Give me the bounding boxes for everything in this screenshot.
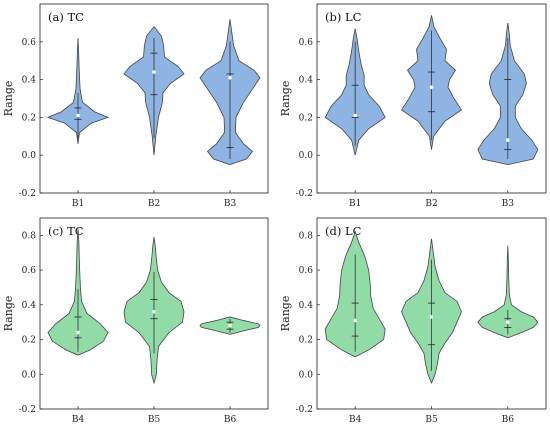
panel-2: -0.2 0.0 0.2 0.4 0.6 Range (b) LC B1 B2 B3 [279, 3, 547, 209]
y-tick-label: -0.2 [19, 189, 36, 199]
y-tick-label: 0.2 [22, 336, 36, 346]
panel-4: -0.2 0.0 0.2 0.4 0.6 0.8 Range (d) LC B4 B5 B6 [279, 217, 547, 425]
y-axis-label: Range [2, 296, 15, 332]
y-axis-label: Range [279, 296, 292, 332]
y-tick-label: -0.2 [296, 405, 313, 415]
median-mark-B4 [76, 330, 80, 335]
x-tick-label: B1 [349, 199, 361, 209]
median-mark-B5 [152, 309, 156, 314]
panel-title: (a) TC [48, 10, 84, 24]
median-mark-B2 [429, 85, 434, 89]
panel-3: -0.2 0.0 0.2 0.4 0.6 0.8 Range (c) TC B4 B5 B6 [2, 217, 269, 425]
x-tick-label: B6 [224, 415, 237, 425]
median-mark-B2 [152, 70, 156, 74]
y-tick-label: 0.6 [22, 266, 37, 276]
y-tick-label: 0.0 [22, 151, 37, 161]
y-tick-label: -0.2 [296, 189, 313, 199]
y-tick-label: 0.2 [299, 113, 313, 123]
x-tick-label: B3 [224, 199, 237, 209]
y-tick-label: 0.0 [299, 151, 314, 161]
y-tick-label: 0.6 [299, 38, 314, 48]
y-tick-label: 0.4 [22, 301, 37, 311]
median-mark-B5 [429, 315, 434, 319]
y-tick-label: 0.8 [299, 231, 314, 241]
panel-1: -0.2 0.0 0.2 0.4 0.6 Range (a) TC B1 B2 B3 [2, 3, 269, 209]
x-tick-label: B2 [425, 199, 437, 209]
violin-B1 [46, 38, 110, 144]
median-mark-B6 [228, 323, 232, 328]
x-tick-label: B5 [425, 415, 438, 425]
panel-title: (d) LC [325, 224, 362, 238]
y-tick-label: 0.0 [22, 370, 37, 380]
y-tick-label: 0.0 [299, 370, 314, 380]
y-tick-label: 0.2 [22, 113, 36, 123]
x-tick-label: B4 [72, 415, 85, 425]
median-mark-B3 [228, 75, 232, 80]
x-tick-label: B3 [502, 199, 515, 209]
x-tick-label: B5 [148, 415, 161, 425]
median-mark-B6 [506, 320, 510, 324]
median-mark-B4 [353, 318, 357, 323]
x-tick-label: B2 [148, 199, 160, 209]
y-tick-label: 0.8 [22, 231, 37, 241]
y-axis-label: Range [2, 81, 15, 117]
y-tick-label: 0.6 [22, 38, 37, 48]
median-mark-B1 [353, 113, 357, 118]
y-tick-label: 0.6 [299, 266, 314, 276]
y-tick-label: 0.4 [22, 76, 37, 86]
panel-title: (b) LC [325, 10, 362, 24]
violin-B6 [477, 245, 539, 339]
y-tick-label: 0.4 [299, 76, 314, 86]
y-tick-label: 0.4 [299, 301, 314, 311]
median-mark-B3 [506, 138, 510, 142]
x-tick-label: B1 [72, 199, 84, 209]
y-tick-label: -0.2 [19, 405, 36, 415]
y-tick-label: 0.2 [299, 336, 313, 346]
x-tick-label: B6 [502, 415, 515, 425]
panel-title: (c) TC [48, 224, 84, 238]
x-tick-label: B4 [349, 415, 362, 425]
y-axis-label: Range [279, 81, 292, 117]
median-mark-B1 [76, 113, 80, 118]
